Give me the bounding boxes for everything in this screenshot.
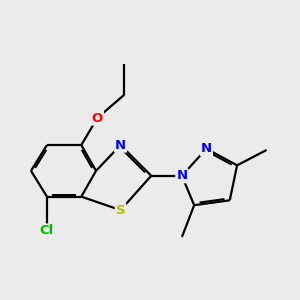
Text: O: O (92, 112, 103, 124)
Text: Cl: Cl (40, 224, 54, 238)
Text: S: S (116, 204, 125, 217)
Text: N: N (176, 169, 188, 182)
Text: N: N (115, 139, 126, 152)
Text: N: N (201, 142, 212, 155)
